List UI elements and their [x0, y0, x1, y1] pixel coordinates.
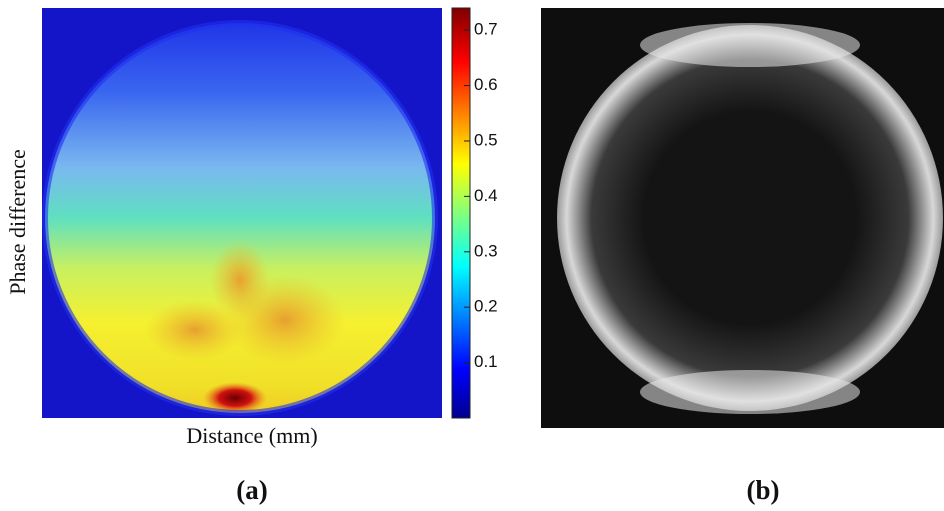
panel-caption: (b) — [747, 475, 780, 505]
colorbar-tick-label: 0.1 — [474, 352, 498, 371]
colorbar-scale — [452, 8, 470, 418]
panel-caption: (a) — [236, 475, 267, 505]
colorbar-tick-label: 0.5 — [474, 130, 498, 149]
colorbar: 0.1 0.2 0.3 0.4 0.5 0.6 0.7 — [452, 8, 498, 418]
y-axis-label: Phase difference — [5, 149, 30, 295]
colorbar-tick-label: 0.2 — [474, 297, 498, 316]
figure: 0.1 0.2 0.3 0.4 0.5 0.6 0.7 Phase difference D… — [0, 0, 944, 511]
photo-panel — [541, 8, 944, 428]
colorbar-tick-label: 0.6 — [474, 75, 498, 94]
heatmap-panel — [42, 8, 442, 428]
colorbar-tick-label: 0.3 — [474, 241, 498, 260]
photo-disc — [557, 25, 943, 411]
x-axis-label: Distance (mm) — [186, 423, 317, 448]
colorbar-tick-label: 0.4 — [474, 186, 498, 205]
colorbar-tick-label: 0.7 — [474, 20, 498, 39]
